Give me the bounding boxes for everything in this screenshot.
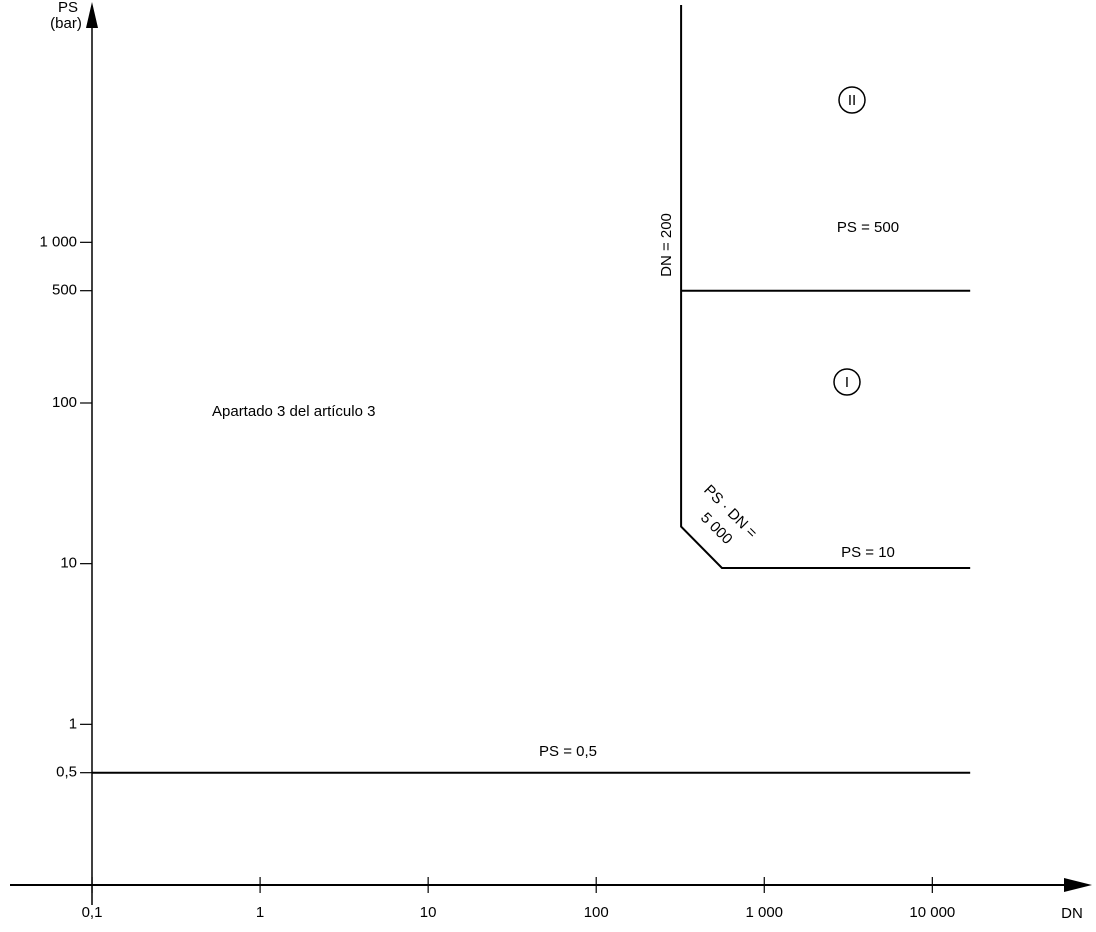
x-tick-label: 1 000 xyxy=(745,904,783,921)
x-tick-label: 100 xyxy=(584,904,609,921)
y-tick-label: 1 000 xyxy=(39,233,77,250)
x-tick-label: 10 xyxy=(420,904,437,921)
y-tick-label: 500 xyxy=(52,282,77,299)
x-tick-label: 10 000 xyxy=(909,904,955,921)
annotation: I xyxy=(845,374,849,391)
x-tick-label: 1 xyxy=(256,904,264,921)
y-axis-arrow xyxy=(86,2,98,28)
boundary-line xyxy=(680,5,971,569)
annotation: PS = 0,5 xyxy=(539,743,597,760)
annotation: DN = 200 xyxy=(658,213,675,277)
x-axis-label: DN xyxy=(1061,905,1083,922)
annotation: II xyxy=(848,92,856,109)
category-circle xyxy=(838,86,866,114)
y-tick-label: 0,5 xyxy=(56,764,77,781)
x-axis-arrow xyxy=(1064,878,1092,892)
y-axis-label: (bar) xyxy=(50,15,82,32)
x-tick-label: 0,1 xyxy=(82,904,103,921)
category-circle xyxy=(833,368,861,396)
y-tick-label: 100 xyxy=(52,394,77,411)
annotation: PS = 10 xyxy=(841,544,895,561)
annotation: Apartado 3 del artículo 3 xyxy=(212,403,375,420)
y-tick-label: 1 xyxy=(69,715,77,732)
y-axis-label: PS xyxy=(58,0,78,16)
annotation: PS = 500 xyxy=(837,219,899,236)
y-tick-label: 10 xyxy=(60,555,77,572)
